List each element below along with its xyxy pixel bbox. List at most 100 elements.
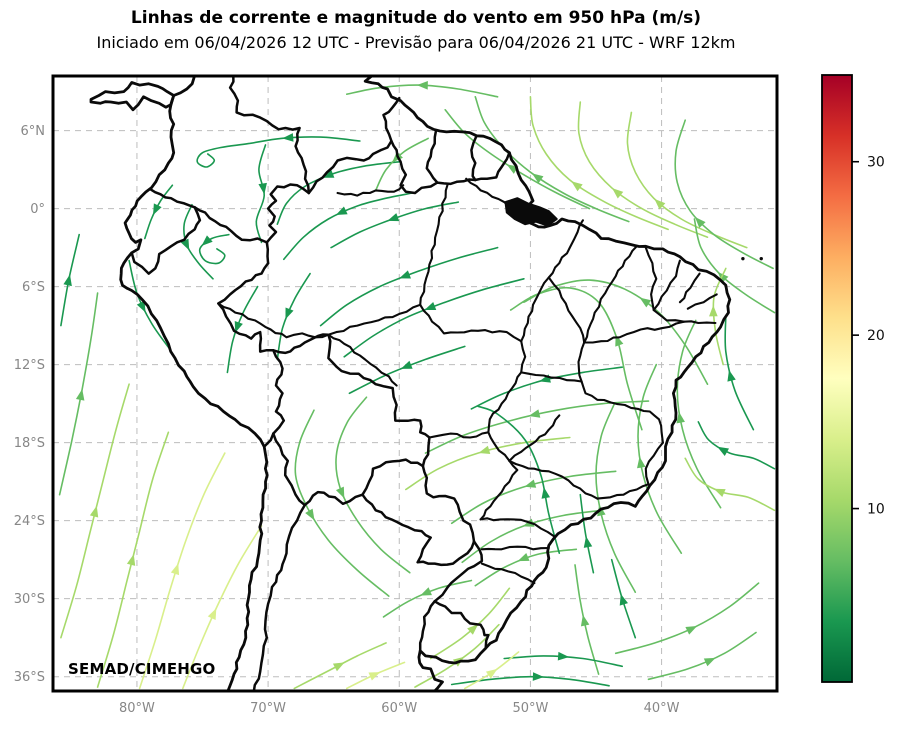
state-border bbox=[487, 340, 527, 434]
country-border bbox=[425, 129, 439, 184]
streamline bbox=[294, 409, 390, 597]
lat-tick-label: 30°S bbox=[14, 592, 45, 607]
streamline bbox=[196, 136, 361, 168]
streamline bbox=[697, 421, 776, 470]
streamline-arrow bbox=[234, 320, 243, 333]
streamline bbox=[595, 402, 637, 593]
streamline-arrow bbox=[580, 614, 590, 627]
page-title: Linhas de corrente e magnitude do vento … bbox=[130, 8, 702, 28]
streamline-arrow bbox=[612, 188, 624, 199]
streamline-arrow bbox=[416, 81, 428, 90]
streamline-arrow bbox=[400, 360, 413, 369]
island-dot bbox=[741, 256, 745, 261]
country-border bbox=[303, 490, 364, 507]
state-border bbox=[583, 320, 685, 344]
streamline bbox=[198, 233, 230, 265]
state-border bbox=[217, 302, 330, 339]
streamline-arrow bbox=[532, 173, 544, 184]
colorbar-tick-label: 20 bbox=[867, 328, 885, 344]
streamline-arrow bbox=[619, 593, 628, 606]
streamline-arrow bbox=[387, 213, 400, 222]
colorbar-gradient bbox=[821, 74, 853, 683]
streamline-arrow bbox=[583, 536, 593, 548]
streamline bbox=[424, 400, 650, 454]
streamline bbox=[182, 525, 263, 690]
country-border bbox=[193, 206, 270, 265]
state-border bbox=[678, 272, 701, 304]
state-border bbox=[419, 303, 523, 343]
state-border bbox=[479, 459, 519, 521]
streamline-arrow bbox=[201, 235, 213, 246]
streamline-arrow bbox=[517, 552, 530, 562]
streamline-arrow bbox=[727, 369, 736, 382]
streamline bbox=[319, 246, 499, 327]
streamline bbox=[470, 366, 623, 410]
streamline-arrow bbox=[685, 625, 698, 635]
streamline bbox=[450, 470, 617, 525]
streamline-arrow bbox=[420, 587, 432, 596]
streamline bbox=[577, 101, 709, 238]
coastline-border bbox=[119, 94, 269, 691]
state-border bbox=[652, 259, 681, 312]
streamline-arrow bbox=[89, 505, 99, 518]
streamline-arrow bbox=[654, 198, 666, 210]
streamline-arrow bbox=[285, 307, 294, 320]
country-border bbox=[130, 206, 202, 275]
state-border bbox=[547, 276, 586, 344]
state-border bbox=[508, 414, 561, 462]
streamline-arrow bbox=[571, 181, 583, 192]
state-border bbox=[480, 545, 550, 551]
streamline-arrow bbox=[282, 133, 294, 142]
lon-tick-label: 70°W bbox=[250, 701, 286, 716]
streamline-arrow bbox=[639, 297, 652, 308]
amazon-delta-fill bbox=[504, 197, 558, 227]
state-border bbox=[428, 431, 490, 439]
state-border bbox=[644, 246, 658, 312]
streamline-arrow bbox=[424, 302, 437, 311]
lat-tick-label: 6°S bbox=[22, 280, 45, 295]
colorbar-tick-label: 10 bbox=[867, 502, 885, 518]
streamline bbox=[255, 144, 267, 244]
lon-tick-label: 50°W bbox=[512, 701, 548, 716]
streamline-arrow bbox=[478, 445, 491, 454]
streamline bbox=[226, 285, 259, 374]
map-frame bbox=[51, 74, 779, 693]
island-dot bbox=[759, 256, 763, 261]
streamline bbox=[614, 582, 760, 655]
colorbar: 30 20 10 bbox=[821, 74, 885, 683]
streamline bbox=[626, 111, 748, 249]
streamline-arrow bbox=[207, 608, 217, 620]
streamline-arrow bbox=[557, 651, 570, 661]
axis-labels: 80°W 70°W 60°W 50°W 40°W 6°N 0° 6°S 12°S 18°S 24°S… bbox=[14, 124, 680, 716]
state-border bbox=[327, 333, 398, 387]
streamline-arrow bbox=[528, 409, 541, 418]
state-border bbox=[547, 219, 584, 279]
country-border bbox=[470, 134, 478, 182]
lat-tick-label: 12°S bbox=[14, 358, 45, 373]
country-border bbox=[361, 458, 425, 496]
state-border bbox=[520, 276, 550, 343]
streamline bbox=[276, 272, 311, 361]
streamline bbox=[637, 363, 683, 554]
country-border bbox=[252, 503, 307, 691]
streamline-arrow bbox=[75, 388, 85, 401]
borders-layer bbox=[89, 76, 763, 691]
streamline bbox=[674, 119, 774, 270]
streamline-arrow bbox=[694, 216, 706, 228]
streamlines-layer bbox=[58, 81, 776, 690]
streamline-arrow bbox=[717, 271, 729, 283]
streamline bbox=[509, 286, 643, 431]
streamline bbox=[58, 292, 99, 496]
lat-tick-label: 36°S bbox=[14, 670, 45, 685]
lat-tick-label: 0° bbox=[30, 202, 45, 217]
state-border bbox=[479, 517, 556, 538]
lat-tick-label: 18°S bbox=[14, 436, 45, 451]
streamline-arrow bbox=[703, 657, 716, 667]
lat-tick-label: 24°S bbox=[14, 514, 45, 529]
streamline-arrow bbox=[258, 182, 267, 195]
country-border bbox=[228, 76, 311, 195]
streamline bbox=[676, 319, 722, 509]
streamline bbox=[474, 96, 630, 223]
state-border bbox=[644, 441, 664, 486]
